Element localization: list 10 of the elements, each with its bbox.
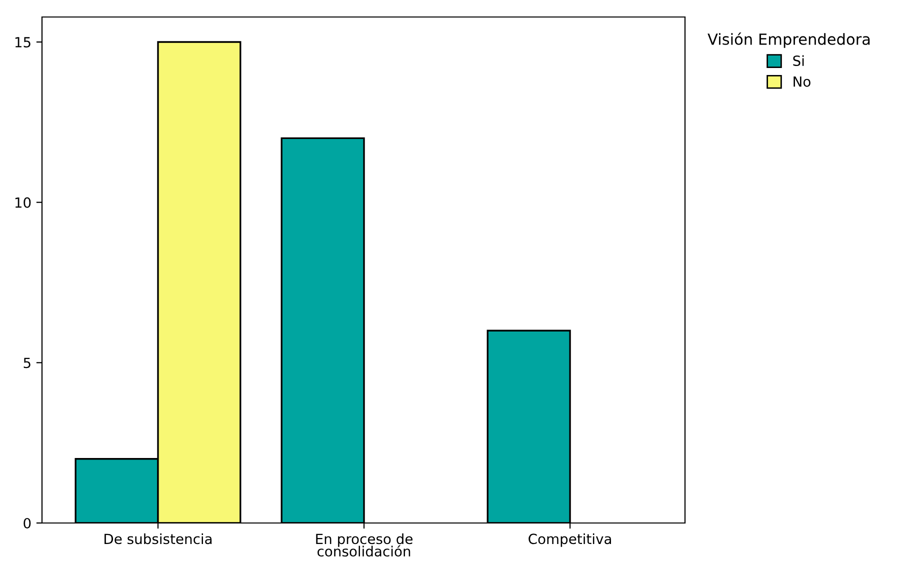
y-tick-label: 15	[15, 37, 30, 48]
y-tick-label: 5	[24, 358, 30, 368]
y-tick-label: 10	[15, 197, 31, 208]
legend-label: Si	[793, 55, 804, 66]
y-tick-label: 0	[24, 518, 31, 528]
x-tick-label: Competitiva	[528, 533, 611, 547]
x-tick-label: En proceso de consolidación	[316, 533, 412, 557]
legend-label: No	[794, 76, 810, 87]
x-tick-label: De subsistencia	[104, 533, 212, 544]
legend-title: Visión Emprendedora	[708, 32, 870, 48]
